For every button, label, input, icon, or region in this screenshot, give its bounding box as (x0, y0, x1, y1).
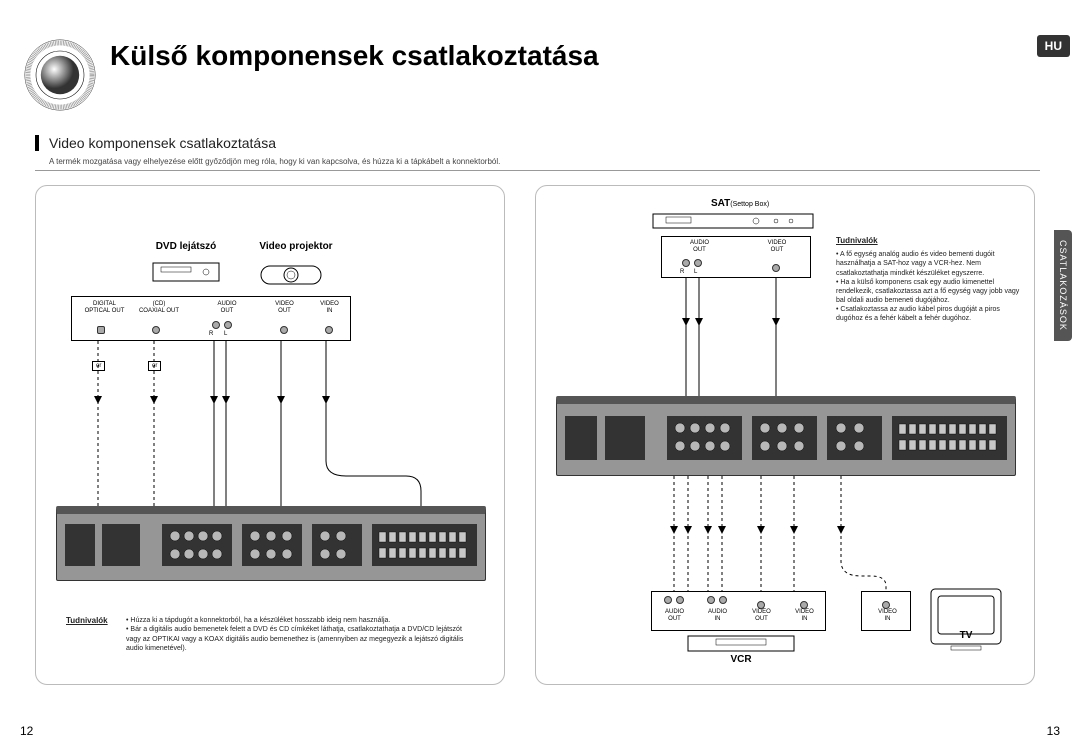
vcr-port-strip: AUDIO OUT AUDIO IN VIDEO OUT VIDEO IN (651, 591, 826, 631)
page-spread: HU CSATLAKOZÁSOK Külső komponensek csatl… (0, 0, 1080, 753)
vcr-audio-out: AUDIO OUT (657, 609, 692, 622)
left-note-2: • Bár a digitális audio bemenetek felett… (126, 625, 466, 652)
dvd-player-icon (151, 261, 221, 286)
port-label-digital: DIGITAL OPTICAL OUT (77, 301, 132, 314)
tv-icon (926, 584, 1006, 654)
right-note-1: • A fő egység analóg audio és video beme… (836, 250, 1026, 277)
dvd-player-label: DVD lejátszó (141, 241, 231, 252)
left-note-1: • Húzza ki a tápdugót a konnektorból, ha… (126, 616, 466, 625)
side-tab-connections: CSATLAKOZÁSOK (1054, 230, 1072, 341)
section-header: Video komponensek csatlakoztatása A term… (35, 135, 1040, 171)
left-cables (36, 341, 506, 506)
port-label-audio-out: AUDIO OUT (207, 301, 247, 314)
language-badge: HU (1037, 35, 1070, 57)
right-panel: SAT(Settop Box) AUDIO OUT VIDEO OUT R L … (535, 185, 1035, 685)
page-number-right: 13 (1047, 724, 1060, 738)
sat-port-strip: AUDIO OUT VIDEO OUT R L (661, 236, 811, 278)
l-label: L (224, 331, 227, 338)
receiver-rear-right (556, 396, 1016, 476)
sat-r: R (680, 269, 684, 276)
sat-box-icon (651, 212, 816, 232)
page-title: Külső komponensek csatlakoztatása (110, 40, 599, 72)
vcr-icon (686, 634, 796, 654)
sat-video-out: VIDEO OUT (757, 240, 797, 253)
dvd-port-strip: DIGITAL OPTICAL OUT (CD) COAXIAL OUT AUD… (71, 296, 351, 341)
port-label-coax: (CD) COAXIAL OUT (134, 301, 184, 314)
receiver-jacks-left (57, 514, 487, 581)
sat-audio-out: AUDIO OUT (677, 240, 722, 253)
section-heading: Video komponensek csatlakoztatása (35, 135, 1040, 151)
sat-l: L (694, 269, 697, 276)
tv-port-strip: VIDEO IN (861, 591, 911, 631)
sat-label: SAT(Settop Box) (711, 198, 769, 209)
left-panel: DVD lejátszó Video projektor DIGITAL OPT… (35, 185, 505, 685)
port-label-video-out: VIDEO OUT (267, 301, 302, 314)
left-notes: Tudnivalók • Húzza ki a tápdugót a konne… (66, 616, 466, 653)
port-label-video-in: VIDEO IN (312, 301, 347, 314)
receiver-rear-left (56, 506, 486, 581)
receiver-jacks-right (557, 404, 1017, 476)
projector-icon (256, 258, 326, 288)
projector-label: Video projektor (246, 241, 346, 252)
vcr-label: VCR (686, 654, 796, 665)
right-notes-title: Tudnivalók (836, 236, 1026, 246)
vcr-audio-in: AUDIO IN (700, 609, 735, 622)
r-label: R (209, 331, 213, 338)
page-number-left: 12 (20, 724, 33, 738)
section-note: A termék mozgatása vagy elhelyezése előt… (49, 157, 1040, 166)
dial-icon (20, 35, 100, 115)
tv-label: TV (926, 630, 1006, 641)
sat-cables (536, 278, 1036, 398)
